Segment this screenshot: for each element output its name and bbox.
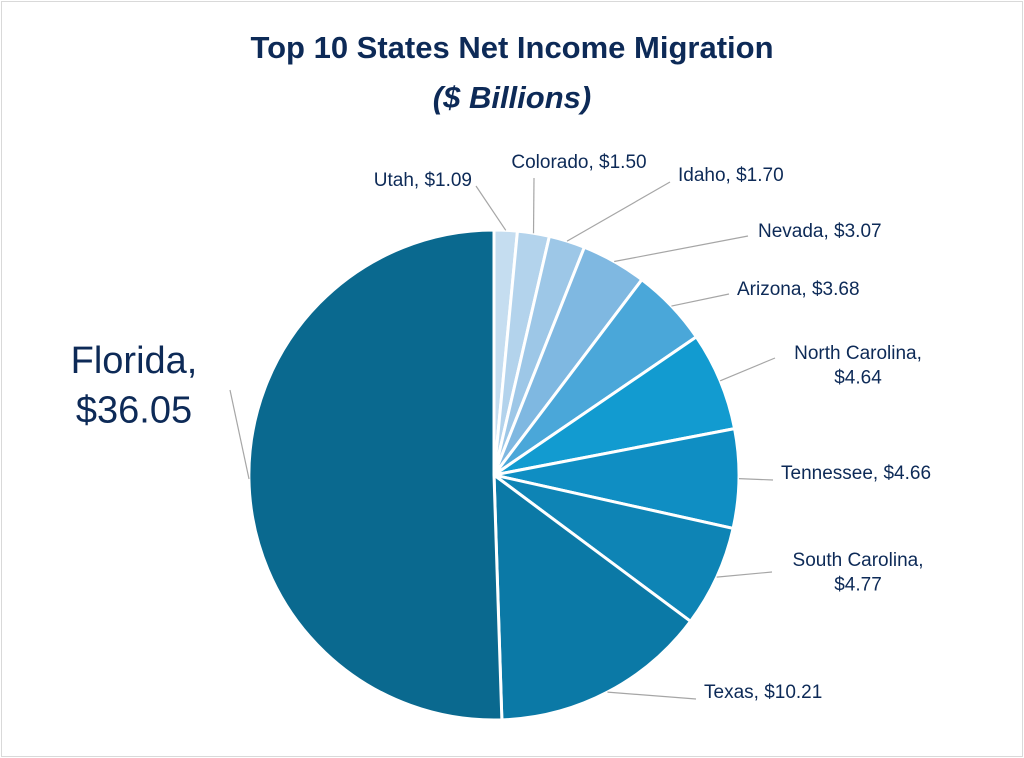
leader-line xyxy=(475,185,507,231)
leader-line xyxy=(738,478,774,481)
leader-line xyxy=(614,235,749,263)
slice-label: Utah, $1.09 xyxy=(374,170,472,191)
slice-label: North Carolina, $4.64 xyxy=(794,343,922,389)
leader-lines xyxy=(229,177,776,700)
slice-label: Tennessee, $4.66 xyxy=(781,463,931,484)
slice-label: Nevada, $3.07 xyxy=(758,221,882,242)
chart-title: Top 10 States Net Income Migration xyxy=(250,30,774,65)
slice-label: Arizona, $3.68 xyxy=(737,279,860,300)
pie-slice-florida xyxy=(247,228,504,722)
slice-label: South Carolina, $4.77 xyxy=(793,550,924,596)
slice-label: Florida, $36.05 xyxy=(71,340,198,431)
slice-label: Texas, $10.21 xyxy=(704,682,822,703)
slice-label: Idaho, $1.70 xyxy=(678,165,784,186)
leader-line xyxy=(229,389,250,480)
leader-line xyxy=(566,181,671,242)
slice-labels: Utah, $1.09 Colorado, $1.50 Idaho, $1.70 Ne… xyxy=(71,152,931,703)
pie-slices xyxy=(247,228,741,722)
leader-line xyxy=(671,293,730,307)
leader-line xyxy=(716,571,773,578)
slice-label: Colorado, $1.50 xyxy=(511,152,646,173)
pie-slice-texas xyxy=(492,471,693,722)
leader-line xyxy=(719,357,776,382)
leader-line xyxy=(607,691,697,700)
chart-subtitle: ($ Billions) xyxy=(432,80,592,115)
